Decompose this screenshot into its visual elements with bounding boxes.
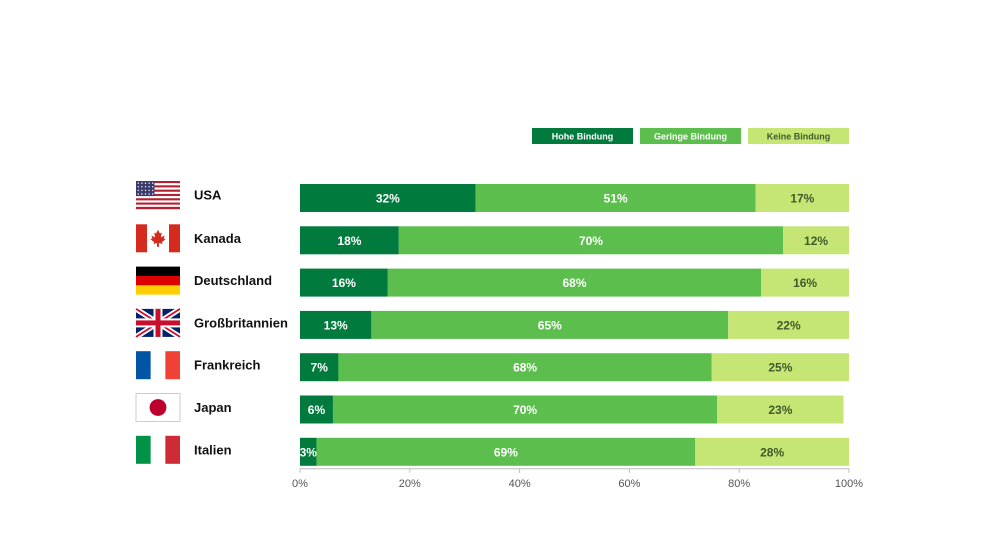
bar-4-2 (711, 353, 849, 382)
bar-label-4-2: 25% (768, 361, 792, 375)
country-label-4: Frankreich (194, 358, 261, 373)
x-tick-label-5: 100% (835, 478, 863, 490)
bar-1-0 (300, 226, 399, 255)
bar-label-5-1: 70% (513, 403, 537, 417)
legend-swatch-0 (532, 128, 633, 144)
legend-swatch-1 (640, 128, 741, 144)
bar-label-5-2: 23% (768, 403, 792, 417)
bar-label-4-1: 68% (513, 361, 537, 375)
japan-flag-icon (135, 393, 181, 422)
flags (134, 181, 182, 464)
canada-flag-icon (136, 224, 180, 253)
x-tick-label-0: 0% (292, 478, 308, 490)
country-label-2: Deutschland (194, 273, 272, 288)
italy-flag-icon (136, 435, 180, 464)
bar-3-2 (728, 310, 849, 339)
france-flag-icon (136, 351, 180, 380)
bar-label-4-0: 7% (311, 361, 329, 375)
bar-0-0 (300, 184, 476, 212)
bar-label-6-2: 28% (760, 445, 784, 459)
bar-label-1-2: 12% (804, 234, 828, 248)
x-tick-label-3: 60% (618, 478, 640, 490)
bar-5-1 (332, 395, 718, 424)
germany-flag-icon (136, 266, 180, 295)
country-label-3: Großbritannien (194, 315, 288, 330)
bar-label-6-0: 3% (300, 445, 318, 459)
bar-label-5-0: 6% (308, 403, 326, 417)
bar-2-0 (300, 268, 388, 297)
bar-0-2 (755, 184, 849, 212)
bar-label-2-1: 68% (562, 276, 586, 290)
x-tick-label-4: 80% (728, 478, 750, 490)
legend-label-2: Keine Bindung (767, 132, 831, 142)
x-tick-label-2: 40% (509, 478, 531, 490)
country-label-6: Italien (194, 442, 232, 457)
bar-0-1 (475, 184, 756, 212)
bar-label-2-0: 16% (332, 276, 356, 290)
country-label-1: Kanada (194, 231, 242, 246)
x-tick-label-1: 20% (399, 478, 421, 490)
bar-6-2 (695, 437, 849, 466)
country-labels: USA Kanada Deutschland Großbritannien Frankr… (194, 188, 288, 458)
bar-5-2 (717, 395, 844, 424)
bar-2-2 (761, 268, 849, 297)
bar-2-1 (387, 268, 762, 297)
us-flag-icon (136, 181, 180, 210)
legend-label-0: Hohe Bindung (552, 132, 614, 142)
bar-label-3-1: 65% (538, 318, 562, 332)
bar-6-0 (300, 437, 317, 466)
uk-flag-icon (134, 306, 182, 340)
country-label-5: Japan (194, 400, 232, 415)
bars: 32% 51% 17% 18% 70% 12% 16% 68% 16% 13% 65% 22% 7% 68… (300, 184, 849, 466)
bar-label-0-2: 17% (790, 192, 814, 206)
bar-label-1-0: 18% (337, 234, 361, 248)
legend: Hohe Bindung Geringe Bindung Keine Bindung (532, 128, 849, 144)
bar-6-1 (316, 437, 696, 466)
bar-5-0 (300, 395, 333, 424)
legend-label-1: Geringe Bindung (654, 132, 727, 142)
bar-label-0-0: 32% (376, 192, 400, 206)
bar-label-0-1: 51% (604, 192, 628, 206)
country-label-0: USA (194, 188, 222, 203)
bar-3-1 (371, 310, 729, 339)
bar-label-3-2: 22% (777, 318, 801, 332)
bar-label-3-0: 13% (324, 318, 348, 332)
bar-1-1 (398, 226, 784, 255)
legend-swatch-2 (748, 128, 849, 144)
bar-label-6-1: 69% (494, 445, 518, 459)
bar-4-1 (338, 353, 712, 382)
bar-4-0 (300, 353, 339, 382)
x-axis: 0% 20% 40% 60% 80% 100% (292, 468, 863, 490)
bar-label-2-2: 16% (793, 276, 817, 290)
bar-label-1-1: 70% (579, 234, 603, 248)
bar-3-0 (300, 310, 372, 339)
bar-1-2 (783, 226, 849, 255)
